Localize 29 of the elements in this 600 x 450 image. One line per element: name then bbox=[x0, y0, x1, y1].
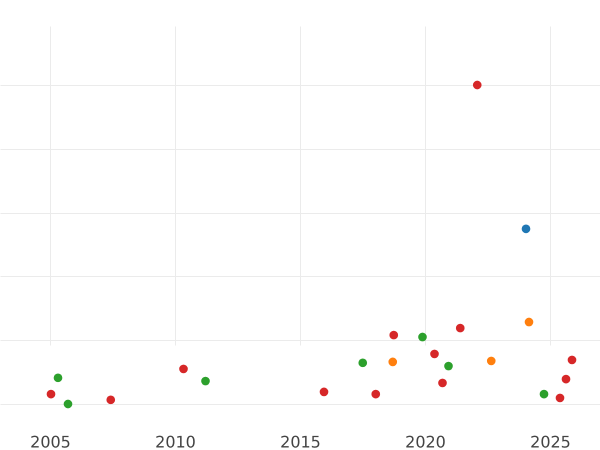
point bbox=[320, 388, 328, 396]
point bbox=[358, 358, 368, 368]
point bbox=[388, 358, 398, 366]
point bbox=[562, 374, 570, 384]
x-tick-label: 2015 bbox=[280, 432, 321, 450]
point bbox=[524, 318, 534, 326]
point bbox=[418, 332, 427, 342]
x-tick-label: 2010 bbox=[155, 432, 196, 450]
point bbox=[556, 394, 564, 402]
point bbox=[540, 390, 548, 398]
point bbox=[430, 350, 439, 358]
point bbox=[46, 390, 56, 398]
point bbox=[486, 356, 496, 366]
point bbox=[179, 364, 188, 374]
x-tick-label: 2020 bbox=[405, 432, 446, 450]
point bbox=[444, 362, 453, 370]
point bbox=[106, 396, 116, 404]
point bbox=[371, 390, 380, 398]
point bbox=[456, 324, 465, 332]
point bbox=[201, 376, 210, 386]
point bbox=[472, 80, 482, 90]
point bbox=[389, 330, 398, 340]
point bbox=[64, 400, 72, 408]
x-tick-label: 2005 bbox=[30, 432, 71, 450]
point bbox=[54, 374, 62, 382]
point bbox=[522, 224, 530, 234]
point bbox=[568, 356, 576, 364]
point bbox=[438, 378, 447, 388]
x-tick-label: 2025 bbox=[530, 432, 571, 450]
